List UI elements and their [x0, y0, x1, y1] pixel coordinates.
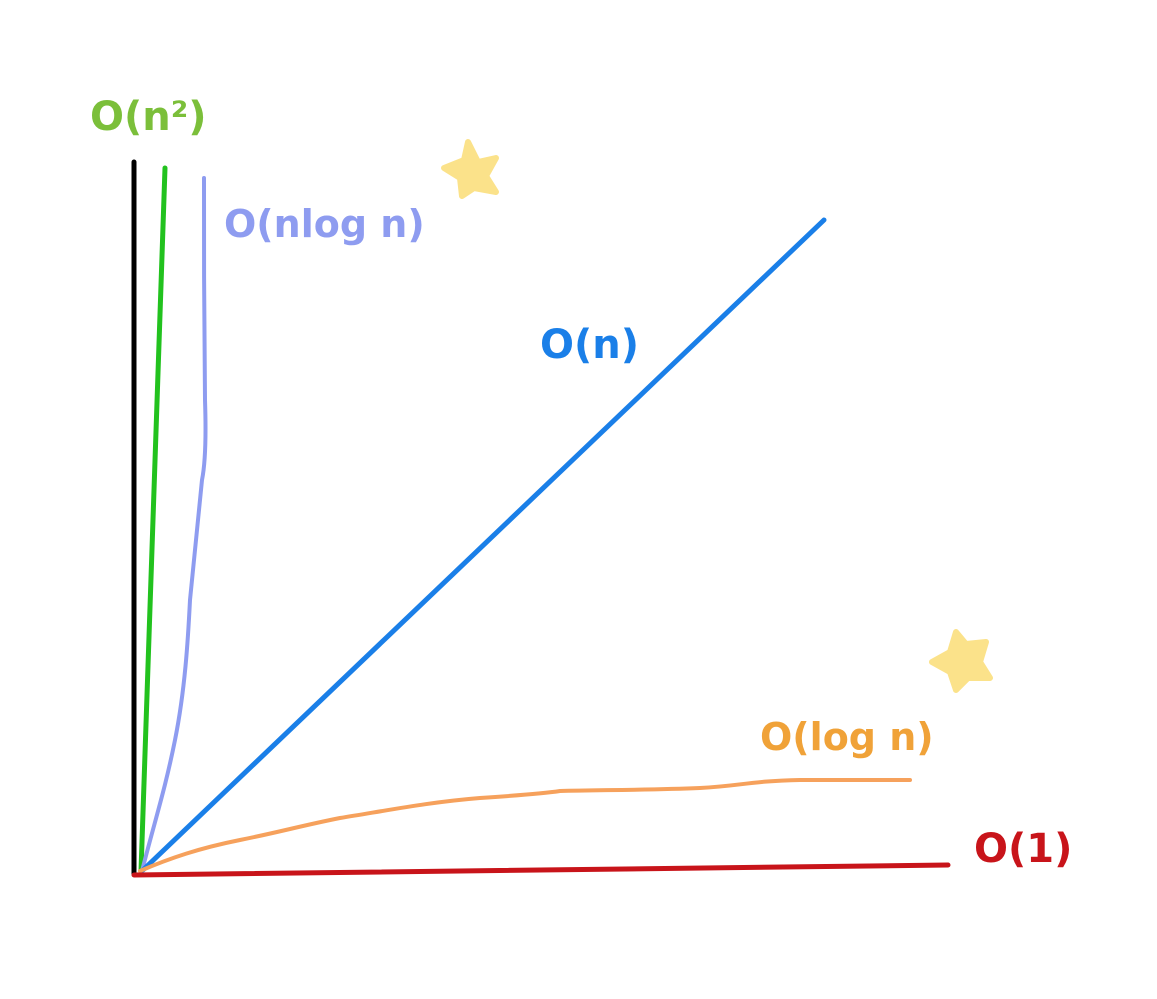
linear-label: O(n) [540, 322, 639, 368]
constant-curve [131, 862, 951, 878]
n-log-n-curve [140, 176, 208, 873]
star-icon [441, 139, 499, 199]
n-squared-label: O(n²) [90, 94, 207, 140]
star-icon [929, 629, 993, 693]
linear-curve [140, 217, 827, 873]
n-squared-curve [138, 165, 168, 874]
constant-label: O(1) [974, 826, 1072, 872]
n-log-n-label: O(nlog n) [224, 202, 425, 246]
log-n-label: O(log n) [760, 715, 934, 759]
log-n-curve [138, 777, 912, 873]
